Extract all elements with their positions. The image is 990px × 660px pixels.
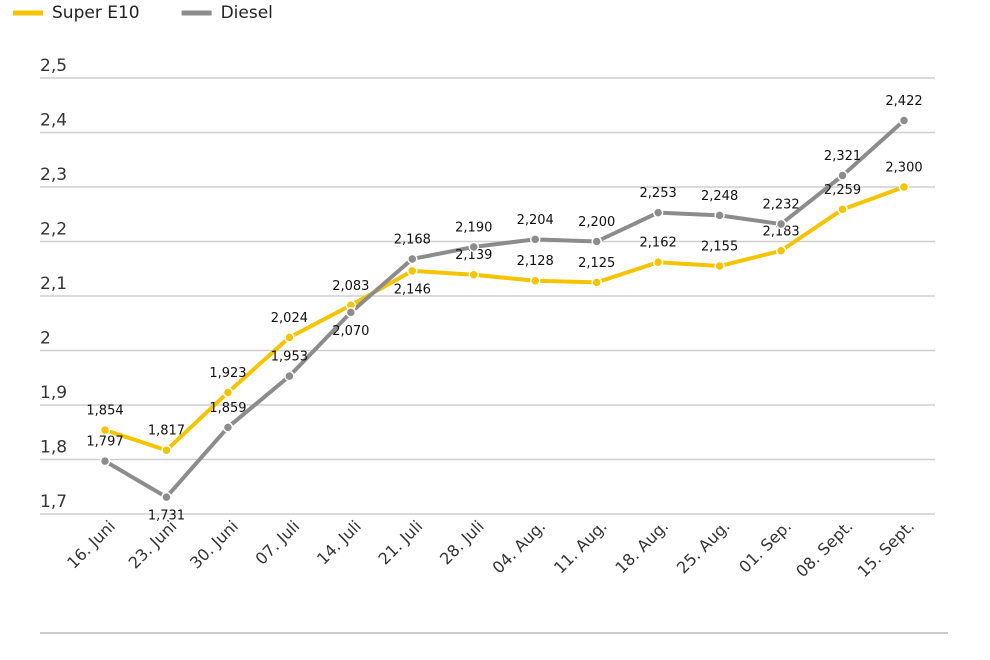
data-point (837, 170, 848, 181)
data-label: 2,125 (578, 256, 615, 271)
x-tick-label: 11. Aug. (550, 517, 611, 578)
y-tick-label: 2,3 (40, 165, 67, 185)
data-label: 2,204 (517, 213, 554, 228)
y-tick-label: 1,7 (40, 492, 67, 512)
data-point (161, 444, 172, 456)
x-tick-label: 15. Sept. (854, 517, 918, 581)
x-tick-label: 28. Juli (436, 517, 488, 569)
data-point (529, 234, 541, 245)
y-tick-label: 2,1 (40, 274, 67, 294)
series-line (104, 185, 905, 453)
data-label: 2,259 (824, 183, 861, 198)
data-label: 1,797 (86, 435, 123, 450)
data-label: 1,859 (209, 401, 246, 416)
data-label: 1,953 (271, 350, 308, 365)
data-point (284, 370, 295, 382)
data-point (222, 422, 234, 433)
x-tick-label: 08. Sept. (792, 517, 856, 581)
data-point (345, 307, 357, 318)
data-label: 2,321 (824, 149, 861, 164)
data-label: 2,300 (885, 161, 922, 176)
data-point (714, 260, 725, 272)
series-line (103, 119, 906, 500)
data-label: 2,190 (455, 220, 492, 235)
y-tick-label: 1,9 (40, 383, 67, 403)
data-label: 2,183 (762, 224, 799, 239)
x-tick-label: 21. Juli (375, 517, 427, 569)
data-label: 2,168 (394, 232, 431, 247)
data-point (529, 275, 541, 286)
data-point (652, 256, 664, 268)
data-point (775, 245, 787, 257)
data-label: 1,817 (148, 424, 185, 439)
y-tick-label: 2,2 (40, 220, 67, 240)
data-point (222, 387, 234, 398)
data-point (99, 455, 111, 467)
data-point (898, 115, 910, 126)
data-label: 2,200 (578, 215, 615, 230)
data-label: 1,923 (209, 366, 246, 381)
x-tick-label: 14. Juli (313, 517, 365, 569)
legend-label: Diesel (221, 3, 273, 23)
x-tick-label: 04. Aug. (489, 517, 550, 578)
data-label: 2,162 (640, 236, 677, 251)
x-tick-label: 30. Juni (186, 517, 242, 573)
data-point (407, 265, 418, 277)
data-label: 2,232 (762, 198, 799, 213)
data-label: 2,024 (271, 311, 308, 326)
y-tick-label: 2,5 (40, 56, 67, 76)
data-label: 2,155 (701, 240, 738, 255)
data-label: 2,253 (640, 186, 677, 201)
x-tick-label: 18. Aug. (611, 517, 672, 578)
x-tick-label: 01. Sep. (735, 517, 795, 577)
data-label: 2,083 (332, 279, 369, 294)
data-point (468, 269, 480, 280)
data-point (898, 181, 910, 193)
y-tick-label: 2 (40, 329, 51, 349)
x-tick-label: 16. Juni (63, 517, 119, 573)
data-label: 2,070 (332, 324, 369, 339)
data-point (837, 204, 848, 215)
x-tick-label: 25. Aug. (673, 517, 734, 578)
data-point (714, 210, 725, 221)
data-point (652, 207, 664, 218)
data-label: 2,248 (701, 189, 738, 204)
y-tick-label: 1,8 (40, 438, 67, 458)
data-point (591, 236, 602, 247)
legend-label: Super E10 (52, 3, 140, 23)
data-point (407, 253, 418, 265)
data-point (284, 332, 295, 343)
data-point (161, 491, 172, 503)
data-point (99, 424, 111, 436)
data-point (775, 218, 787, 230)
data-point (591, 277, 602, 288)
data-label: 2,139 (455, 248, 492, 263)
data-label: 1,731 (148, 509, 185, 524)
x-tick-label: 23. Juni (125, 517, 181, 573)
data-label: 1,854 (86, 404, 123, 419)
data-point (468, 241, 480, 253)
data-label: 2,128 (517, 254, 554, 269)
data-label: 2,422 (885, 94, 922, 109)
y-tick-label: 2,4 (40, 111, 67, 131)
x-tick-label: 07. Juli (252, 517, 304, 569)
data-label: 2,146 (394, 282, 431, 297)
